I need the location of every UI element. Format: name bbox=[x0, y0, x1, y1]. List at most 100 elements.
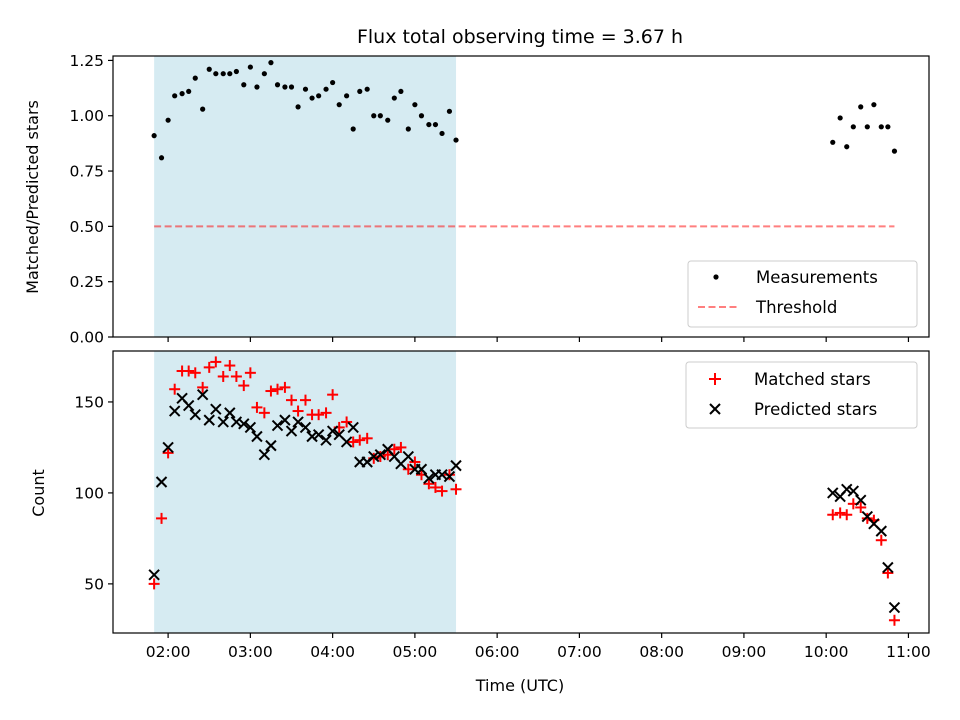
matched-star-point bbox=[313, 409, 325, 421]
bottom-x-tick-label: 06:00 bbox=[475, 643, 520, 661]
matched-star-point bbox=[320, 407, 332, 419]
matched-star-point bbox=[827, 509, 839, 521]
bottom-axes-layer: 50 100 150 02:00 03:00 04:00 05:00 06:00 07:00 08… bbox=[74, 350, 931, 661]
predicted-star-point bbox=[443, 470, 456, 483]
measurement-point bbox=[227, 71, 233, 77]
chart-title: Flux total observing time = 3.67 h bbox=[357, 26, 683, 48]
x-axis-label: Time (UTC) bbox=[475, 676, 564, 695]
predicted-star-point bbox=[882, 561, 894, 574]
measurement-point bbox=[837, 115, 843, 121]
measurement-point bbox=[405, 126, 411, 132]
legend-measurements-marker bbox=[713, 274, 719, 280]
matched-star-point bbox=[402, 463, 414, 475]
top-axes-layer: 0.00 0.25 0.50 0.75 1.00 1.25 bbox=[69, 52, 930, 347]
observing-window-shade bbox=[154, 56, 457, 337]
measurement-point bbox=[261, 71, 267, 77]
predicted-star-point bbox=[888, 601, 901, 614]
measurement-point bbox=[885, 124, 891, 130]
matched-star-point bbox=[238, 380, 250, 392]
matched-star-point bbox=[327, 389, 339, 401]
predicted-star-point bbox=[203, 414, 215, 426]
measurement-point bbox=[878, 124, 884, 130]
top-y-tick-label: 0.25 bbox=[69, 273, 104, 291]
bottom-y-axis-label: Count bbox=[29, 469, 48, 517]
legend-predicted-marker bbox=[709, 403, 721, 415]
predicted-star-point bbox=[265, 439, 277, 452]
predicted-star-point bbox=[224, 407, 236, 419]
legend-predicted-label: Predicted stars bbox=[754, 400, 877, 419]
predicted-star-point bbox=[402, 450, 415, 463]
measurement-point bbox=[330, 79, 336, 86]
predicted-star-point bbox=[279, 414, 291, 426]
top-y-tick-label: 0.75 bbox=[69, 163, 104, 181]
matched-star-point bbox=[265, 385, 277, 397]
matched-star-point bbox=[286, 394, 297, 406]
measurement-point bbox=[213, 71, 219, 77]
predicted-star-point bbox=[162, 441, 174, 454]
matched-star-point bbox=[258, 407, 270, 419]
top-y-axis-label: Matched/Predicted stars bbox=[23, 100, 42, 294]
predicted-star-point bbox=[841, 483, 853, 495]
top-y-tick-label: 1.00 bbox=[69, 107, 104, 125]
top-y-tick-label: 1.25 bbox=[69, 52, 104, 70]
measurement-point bbox=[377, 113, 383, 119]
predicted-star-point bbox=[347, 421, 359, 434]
matched-star-point bbox=[251, 401, 263, 413]
bottom-y-tick-label: 50 bbox=[84, 575, 104, 593]
predicted-star-point bbox=[827, 487, 839, 499]
measurement-point bbox=[254, 84, 260, 90]
matched-star-point bbox=[272, 383, 284, 395]
matched-star-point bbox=[443, 469, 455, 481]
measurement-point bbox=[309, 95, 315, 101]
predicted-star-point bbox=[271, 419, 284, 432]
measurement-point bbox=[165, 117, 171, 123]
legend-matched-marker bbox=[709, 373, 721, 385]
measurement-point bbox=[302, 86, 309, 92]
matched-star-point bbox=[224, 360, 236, 372]
measurement-point bbox=[316, 93, 322, 99]
top-legend-box bbox=[687, 260, 918, 328]
matched-star-point bbox=[429, 481, 441, 493]
matched-star-point bbox=[834, 507, 846, 519]
predicted-star-point bbox=[251, 430, 263, 443]
predicted-star-point bbox=[875, 525, 887, 537]
predicted-star-point bbox=[168, 405, 181, 417]
legend-matched-label: Matched stars bbox=[754, 370, 871, 389]
matched-star-point bbox=[855, 501, 867, 513]
measurement-point bbox=[344, 93, 350, 99]
matched-star-point bbox=[388, 443, 400, 455]
predicted-star-point bbox=[155, 476, 168, 488]
top-panel: 0.00 0.25 0.50 0.75 1.00 1.25 Matched/Predict… bbox=[23, 52, 930, 347]
predicted-star-point bbox=[189, 408, 201, 421]
matched-star-point bbox=[292, 405, 304, 417]
matched-star-point bbox=[374, 451, 386, 463]
measurement-point bbox=[864, 124, 870, 130]
matched-star-point bbox=[395, 441, 407, 453]
bottom-legend: Matched stars Predicted stars bbox=[685, 361, 918, 429]
measurement-point bbox=[891, 148, 898, 154]
predicted-star-point bbox=[244, 421, 257, 434]
measurement-point bbox=[391, 95, 397, 101]
measurement-point bbox=[426, 121, 432, 128]
predicted-star-point bbox=[238, 418, 250, 430]
top-points-layer bbox=[151, 60, 898, 161]
measurement-point bbox=[206, 66, 212, 72]
measurement-point bbox=[830, 139, 836, 145]
bottom-x-tick-label: 07:00 bbox=[557, 643, 602, 661]
bottom-shade-layer bbox=[154, 351, 457, 633]
top-shade-layer bbox=[154, 56, 457, 337]
matched-star-point bbox=[361, 432, 373, 444]
predicted-star-point bbox=[423, 472, 435, 485]
top-y-tick-label: 0.00 bbox=[69, 329, 104, 347]
matched-star-point bbox=[841, 509, 853, 521]
matched-star-point bbox=[279, 381, 291, 393]
predicted-star-point bbox=[306, 430, 318, 443]
measurement-point bbox=[288, 84, 295, 90]
matched-star-point bbox=[882, 567, 894, 579]
measurement-point bbox=[233, 68, 239, 75]
legend-measurements-label: Measurements bbox=[756, 268, 878, 287]
measurement-point bbox=[858, 104, 864, 110]
measurement-point bbox=[385, 117, 391, 123]
measurement-point bbox=[364, 86, 370, 92]
